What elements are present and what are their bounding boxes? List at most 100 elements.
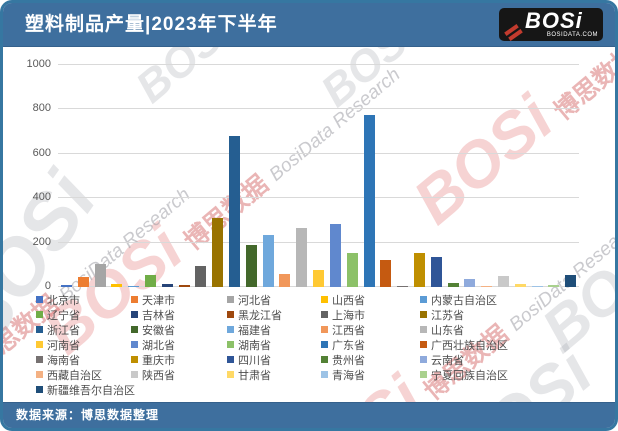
legend-label: 西藏自治区	[47, 369, 102, 382]
legend-item-天津市: 天津市	[131, 292, 227, 307]
bar-甘肃省	[514, 283, 526, 287]
bar-辽宁省	[144, 275, 156, 287]
legend-swatch-icon	[321, 341, 328, 348]
bar-slot	[125, 65, 142, 287]
legend-swatch-icon	[321, 326, 328, 333]
legend-item-黑龙江省: 黑龙江省	[227, 307, 321, 322]
legend-label: 宁夏回族自治区	[431, 369, 508, 382]
legend-swatch-icon	[227, 326, 234, 333]
bar-贵州省	[447, 282, 459, 287]
bar-云南省	[464, 278, 476, 287]
legend-label: 江西省	[332, 324, 365, 337]
bar-slot	[226, 65, 243, 287]
legend-label: 青海省	[332, 369, 365, 382]
legend-item-宁夏回族自治区: 宁夏回族自治区	[420, 367, 608, 382]
legend-label: 天津市	[142, 294, 175, 307]
bar-北京市	[60, 285, 72, 287]
legend-label: 重庆市	[142, 354, 175, 367]
bar-河北省	[94, 263, 106, 287]
y-tick-label: 400	[32, 191, 51, 204]
bar-slot	[529, 65, 546, 287]
chart-title: 塑料制品产量|2023年下半年	[25, 14, 278, 35]
bar-slot	[277, 65, 294, 287]
legend-label: 湖南省	[238, 339, 271, 352]
legend-swatch-icon	[36, 386, 43, 393]
bar-内蒙古自治区	[128, 285, 140, 287]
bar-湖南省	[346, 252, 358, 287]
bar-slot	[495, 65, 512, 287]
legend-item-四川省: 四川省	[227, 352, 321, 367]
bar-slot	[260, 65, 277, 287]
bar-slot	[108, 65, 125, 287]
legend-item-贵州省: 贵州省	[321, 352, 420, 367]
bar-重庆市	[413, 252, 425, 287]
legend-label: 辽宁省	[47, 309, 80, 322]
bar-slot	[428, 65, 445, 287]
bosi-logo: BOSi BOSIDATA.COM	[499, 8, 603, 41]
bar-slot	[462, 65, 479, 287]
legend-swatch-icon	[36, 311, 43, 318]
bar-slot	[512, 65, 529, 287]
legend-item-河北省: 河北省	[227, 292, 321, 307]
legend-swatch-icon	[321, 371, 328, 378]
legend-item-山西省: 山西省	[321, 292, 420, 307]
bar-陕西省	[498, 275, 510, 287]
legend-label: 福建省	[238, 324, 271, 337]
legend-label: 北京市	[47, 294, 80, 307]
bar-slot	[546, 65, 563, 287]
bar-天津市	[77, 277, 89, 287]
legend-item-甘肃省: 甘肃省	[227, 367, 321, 382]
bar-浙江省	[229, 136, 241, 287]
data-source-text: 数据来源：博思数据整理	[16, 408, 160, 422]
bar-安徽省	[245, 244, 257, 287]
legend-item-青海省: 青海省	[321, 367, 420, 382]
bar-四川省	[430, 257, 442, 287]
legend-label: 贵州省	[332, 354, 365, 367]
bar-slot	[293, 65, 310, 287]
bar-江西省	[279, 273, 291, 287]
gridline-400	[58, 197, 579, 199]
legend-swatch-icon	[131, 356, 138, 363]
legend-label: 广西壮族自治区	[431, 339, 508, 352]
legend-label: 山西省	[332, 294, 365, 307]
y-tick-label: 800	[32, 102, 51, 115]
bar-series	[58, 65, 579, 287]
y-tick-label: 0	[44, 280, 51, 292]
bar-slot	[159, 65, 176, 287]
legend-label: 黑龙江省	[238, 309, 282, 322]
legend-swatch-icon	[227, 371, 234, 378]
legend-item-陕西省: 陕西省	[131, 367, 227, 382]
legend-item-上海市: 上海市	[321, 307, 420, 322]
bar-slot	[562, 65, 579, 287]
legend-label: 四川省	[238, 354, 271, 367]
legend-swatch-icon	[420, 356, 427, 363]
legend-label: 甘肃省	[238, 369, 271, 382]
bar-江苏省	[212, 218, 224, 287]
legend-swatch-icon	[36, 356, 43, 363]
chart-footer: 数据来源：博思数据整理	[3, 402, 615, 428]
bar-河南省	[313, 270, 325, 287]
legend-label: 山东省	[431, 324, 464, 337]
legend-item-北京市: 北京市	[36, 292, 131, 307]
legend-swatch-icon	[420, 296, 427, 303]
plot-area	[58, 64, 579, 287]
bar-slot	[327, 65, 344, 287]
bar-新疆维吾尔自治区	[565, 275, 577, 287]
bar-slot	[176, 65, 193, 287]
legend-swatch-icon	[321, 296, 328, 303]
legend-swatch-icon	[227, 296, 234, 303]
legend-item-广东省: 广东省	[321, 337, 420, 352]
legend-item-山东省: 山东省	[420, 322, 608, 337]
legend-label: 陕西省	[142, 369, 175, 382]
legend-label: 湖北省	[142, 339, 175, 352]
bar-slot	[75, 65, 92, 287]
legend-item-西藏自治区: 西藏自治区	[36, 367, 131, 382]
legend-swatch-icon	[420, 341, 427, 348]
legend-item-安徽省: 安徽省	[131, 322, 227, 337]
bar-slot	[209, 65, 226, 287]
bar-山西省	[111, 283, 123, 287]
legend-swatch-icon	[420, 371, 427, 378]
gridline-600	[58, 152, 579, 154]
gridline-800	[58, 108, 579, 110]
